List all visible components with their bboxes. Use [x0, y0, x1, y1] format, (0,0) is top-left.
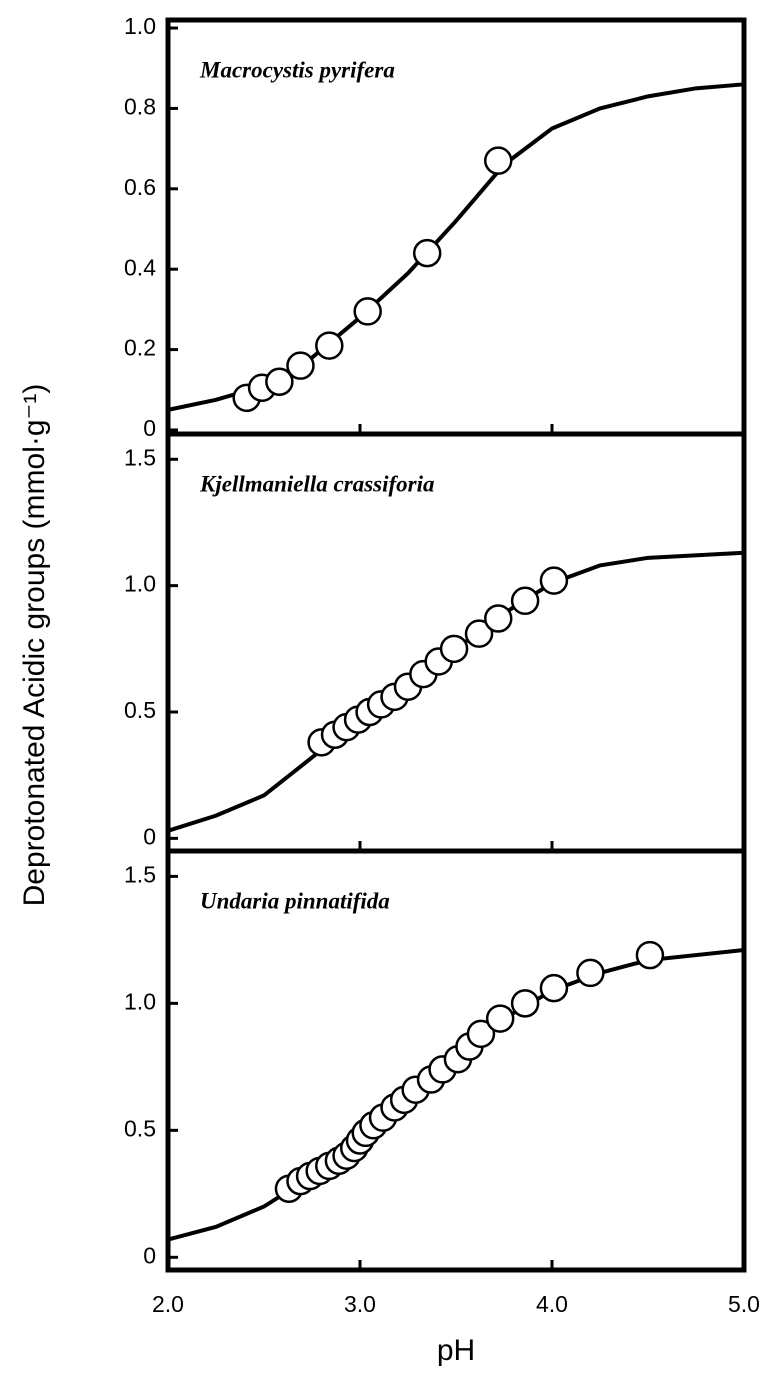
- data-point: [510, 989, 540, 1018]
- fit-curve: [167, 948, 745, 1242]
- y-tick-label: 0.6: [124, 174, 156, 200]
- data-point: [466, 1019, 496, 1049]
- fit-curve: [167, 550, 745, 833]
- data-point: [439, 634, 469, 664]
- y-tick-label: 0: [143, 415, 156, 441]
- data-point: [539, 566, 569, 595]
- x-tick-label: 3.0: [344, 1291, 376, 1317]
- data-point: [539, 973, 569, 1003]
- data-point: [483, 604, 513, 633]
- y-tick-label: 0.8: [124, 94, 156, 120]
- data-point: [510, 586, 540, 616]
- y-tick-label: 1.5: [124, 444, 156, 470]
- y-tick-label: 1.0: [124, 571, 156, 597]
- data-point: [576, 958, 605, 988]
- panel-annotation: Kjellmaniella crassiforia: [199, 471, 434, 496]
- y-tick-label: 0.4: [124, 254, 156, 280]
- panel-frame: [165, 848, 747, 1273]
- y-tick-label: 0: [143, 823, 156, 849]
- data-point: [265, 367, 294, 396]
- y-axis-label: Deprotonated Acidic groups (mmol·g⁻¹): [18, 384, 51, 907]
- x-axis-label: pH: [437, 1334, 475, 1367]
- y-tick-label: 1.0: [124, 13, 156, 39]
- panel-annotation: Undaria pinnatifida: [200, 888, 390, 913]
- data-point: [483, 146, 513, 175]
- y-tick-label: 0.2: [124, 335, 156, 361]
- fit-curve: [167, 82, 745, 412]
- panel-annotation: Macrocystis pyrifera: [199, 57, 395, 82]
- x-tick-label: 4.0: [536, 1291, 568, 1317]
- data-point: [286, 351, 315, 380]
- y-tick-label: 1.0: [124, 988, 156, 1014]
- data-point: [315, 331, 344, 360]
- x-tick-label: 5.0: [728, 1291, 760, 1317]
- y-tick-label: 1.5: [124, 861, 156, 887]
- x-tick-label: 2.0: [152, 1291, 184, 1317]
- y-tick-label: 0: [143, 1242, 156, 1268]
- data-point: [635, 940, 665, 970]
- data-point: [464, 619, 494, 648]
- y-tick-label: 0.5: [124, 1115, 156, 1141]
- data-point: [353, 297, 382, 326]
- data-point: [412, 238, 442, 268]
- y-tick-label: 0.5: [124, 697, 156, 723]
- data-point: [485, 1004, 515, 1033]
